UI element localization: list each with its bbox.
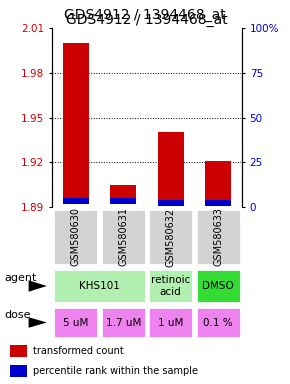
- Bar: [63, 198, 89, 204]
- Text: DMSO: DMSO: [202, 281, 234, 291]
- Text: KHS101: KHS101: [79, 281, 120, 291]
- FancyBboxPatch shape: [53, 307, 98, 338]
- Text: 1 uM: 1 uM: [158, 318, 184, 328]
- Bar: [205, 200, 231, 205]
- Bar: [158, 132, 184, 200]
- Text: GSM580630: GSM580630: [71, 207, 81, 266]
- Text: percentile rank within the sample: percentile rank within the sample: [32, 366, 197, 376]
- Text: agent: agent: [4, 273, 37, 283]
- FancyBboxPatch shape: [53, 269, 146, 303]
- FancyBboxPatch shape: [10, 365, 27, 377]
- Text: 5 uM: 5 uM: [63, 318, 88, 328]
- FancyBboxPatch shape: [148, 307, 193, 338]
- FancyBboxPatch shape: [196, 209, 241, 265]
- FancyBboxPatch shape: [53, 209, 98, 265]
- Text: GSM580631: GSM580631: [118, 207, 128, 266]
- Text: dose: dose: [4, 310, 31, 320]
- Text: retinoic
acid: retinoic acid: [151, 275, 191, 297]
- Bar: [110, 185, 136, 198]
- Bar: [110, 198, 136, 204]
- Bar: [63, 43, 89, 198]
- Text: 0.1 %: 0.1 %: [204, 318, 233, 328]
- Text: GSM580633: GSM580633: [213, 207, 223, 266]
- FancyBboxPatch shape: [148, 209, 193, 265]
- FancyBboxPatch shape: [101, 209, 146, 265]
- Polygon shape: [29, 280, 47, 292]
- Text: transformed count: transformed count: [32, 346, 123, 356]
- Bar: [158, 200, 184, 205]
- FancyBboxPatch shape: [101, 307, 146, 338]
- Text: 1.7 uM: 1.7 uM: [106, 318, 141, 328]
- FancyBboxPatch shape: [148, 269, 193, 303]
- Text: GSM580632: GSM580632: [166, 207, 176, 266]
- Bar: [205, 161, 231, 200]
- Polygon shape: [29, 317, 47, 328]
- FancyBboxPatch shape: [196, 269, 241, 303]
- FancyBboxPatch shape: [10, 345, 27, 357]
- Text: GDS4912 / 1394468_at: GDS4912 / 1394468_at: [64, 8, 226, 22]
- FancyBboxPatch shape: [196, 307, 241, 338]
- Title: GDS4912 / 1394468_at: GDS4912 / 1394468_at: [66, 13, 228, 27]
